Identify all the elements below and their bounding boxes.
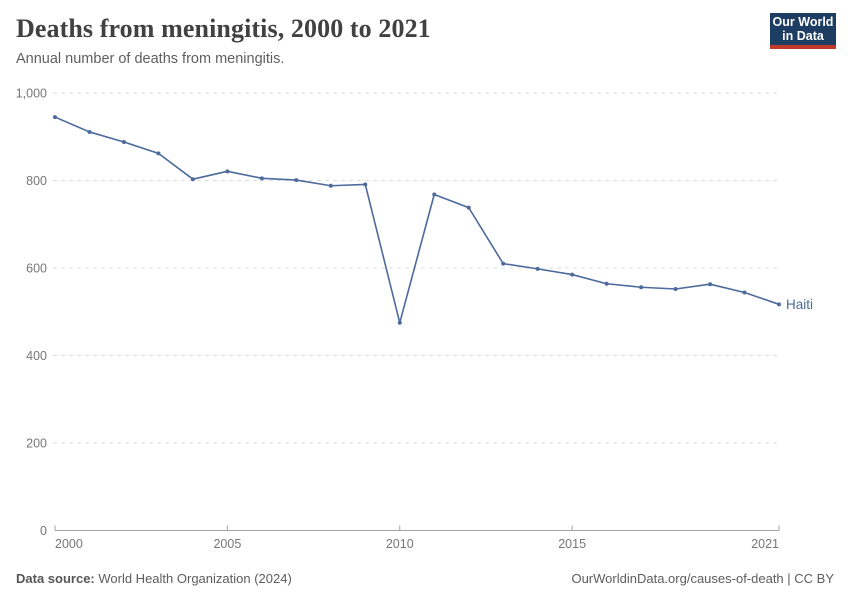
- data-point[interactable]: [328, 183, 333, 188]
- data-point[interactable]: [466, 205, 471, 210]
- data-point[interactable]: [501, 261, 506, 266]
- x-tick-label: 2005: [213, 537, 241, 551]
- data-point[interactable]: [294, 178, 299, 183]
- data-point[interactable]: [121, 140, 126, 144]
- data-point[interactable]: [190, 177, 195, 182]
- owid-logo[interactable]: Our World in Data: [770, 13, 836, 49]
- series-end-label-haiti[interactable]: Haiti: [786, 297, 813, 312]
- data-point[interactable]: [708, 282, 713, 287]
- data-point[interactable]: [363, 182, 368, 187]
- data-point[interactable]: [259, 176, 264, 181]
- y-tick-label: 800: [26, 174, 47, 188]
- data-source-text: Data source: World Health Organization (…: [16, 571, 292, 586]
- data-source-value: World Health Organization (2024): [94, 570, 292, 586]
- data-source-label: Data source:: [16, 570, 95, 586]
- x-tick-label: 2010: [386, 537, 414, 551]
- data-point[interactable]: [53, 115, 57, 120]
- data-point[interactable]: [570, 272, 575, 277]
- data-point[interactable]: [156, 151, 161, 156]
- chart-subtitle: Annual number of deaths from meningitis.: [16, 51, 285, 67]
- data-point[interactable]: [225, 169, 230, 174]
- data-point[interactable]: [742, 290, 747, 295]
- series-line-haiti[interactable]: [54, 116, 780, 324]
- chart-title: Deaths from meningitis, 2000 to 2021: [16, 14, 431, 43]
- y-tick-label: 600: [26, 262, 47, 276]
- x-tick-label: 2015: [558, 537, 586, 551]
- data-point[interactable]: [777, 302, 781, 307]
- data-point[interactable]: [87, 129, 92, 134]
- data-point[interactable]: [397, 320, 402, 325]
- chart-footer: Data source: World Health Organization (…: [16, 566, 834, 590]
- x-tick-label: 2021: [751, 537, 779, 551]
- data-point[interactable]: [535, 266, 540, 271]
- owid-logo-line2: in Data: [782, 29, 824, 43]
- footer-credit-link[interactable]: OurWorldinData.org/causes-of-death | CC …: [571, 570, 834, 586]
- data-point[interactable]: [673, 287, 678, 291]
- data-point[interactable]: [432, 192, 437, 197]
- y-tick-label: 1,000: [16, 87, 47, 101]
- y-tick-label: 200: [26, 437, 47, 451]
- x-tick-label: 2000: [55, 537, 83, 551]
- y-tick-label: 400: [26, 349, 47, 363]
- owid-logo-line1: Our World: [772, 15, 834, 29]
- data-point[interactable]: [604, 281, 609, 286]
- y-tick-label: 0: [40, 524, 47, 538]
- data-point[interactable]: [639, 285, 644, 290]
